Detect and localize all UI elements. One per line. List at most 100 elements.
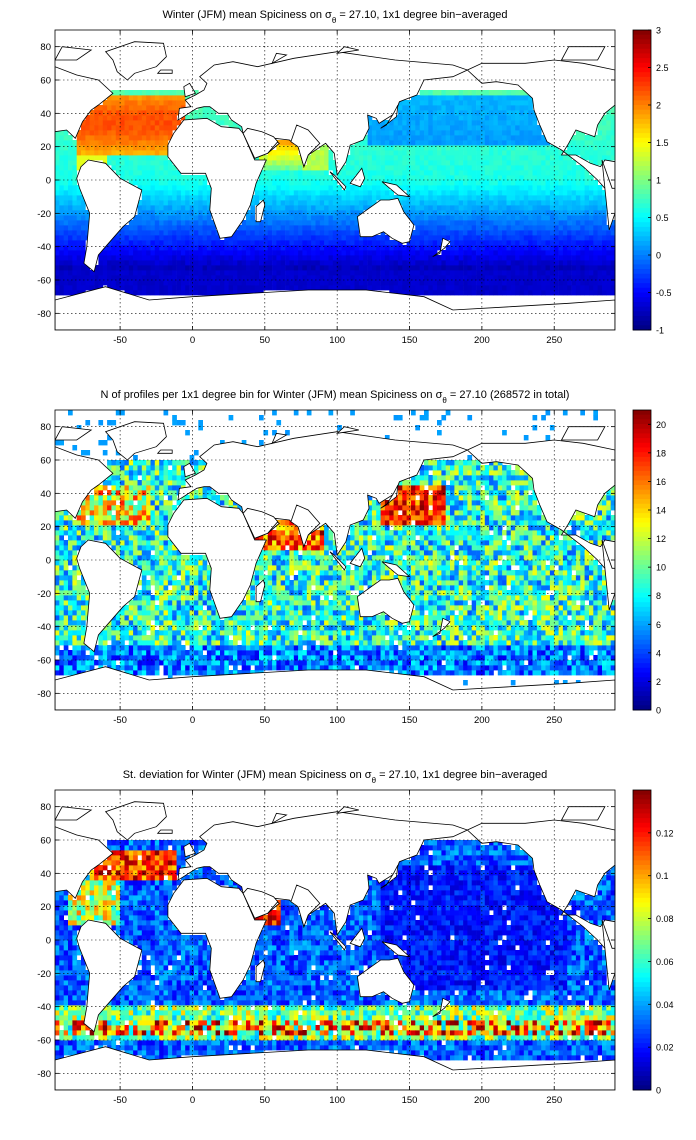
- heatmap-cell: [419, 290, 425, 296]
- heatmap-cell: [85, 660, 91, 666]
- heatmap-cell: [120, 655, 125, 661]
- heatmap-cell: [428, 165, 433, 171]
- heatmap-cell: [350, 185, 355, 191]
- land-mass: [560, 46, 606, 61]
- heatmap-cell: [428, 250, 433, 256]
- heatmap-cell: [85, 495, 91, 501]
- heatmap-cell: [528, 235, 533, 241]
- heatmap-cell: [189, 215, 195, 221]
- heatmap-cell: [98, 660, 104, 666]
- heatmap-cell: [115, 140, 121, 146]
- heatmap-cell: [376, 180, 381, 186]
- heatmap-cell: [198, 230, 203, 236]
- heatmap-cell: [146, 120, 151, 126]
- heatmap-cell: [597, 130, 603, 136]
- heatmap-cell: [224, 275, 229, 281]
- heatmap-cell: [406, 150, 412, 156]
- heatmap-cell: [120, 260, 125, 266]
- heatmap-cell: [597, 125, 603, 131]
- heatmap-cell: [280, 235, 286, 241]
- heatmap-cell: [432, 95, 438, 101]
- heatmap-cell: [250, 250, 255, 256]
- heatmap-cell: [89, 120, 95, 126]
- heatmap-cell: [411, 120, 416, 126]
- heatmap-cell: [68, 290, 73, 296]
- heatmap-cell: [115, 275, 121, 281]
- heatmap-cell: [159, 475, 164, 481]
- heatmap-cell: [154, 510, 160, 516]
- heatmap-cell: [150, 175, 156, 181]
- colorbar-swatch: [633, 34, 651, 40]
- heatmap-cell: [519, 175, 525, 181]
- heatmap-cell: [176, 200, 182, 206]
- heatmap-cell: [541, 230, 546, 236]
- heatmap-cell: [298, 210, 303, 216]
- heatmap-cell: [154, 595, 160, 601]
- heatmap-cell: [458, 195, 464, 201]
- heatmap-cell: [128, 530, 134, 536]
- heatmap-cell: [532, 210, 538, 216]
- heatmap-cell: [328, 240, 334, 246]
- heatmap-cell: [124, 620, 130, 626]
- heatmap-cell: [332, 190, 338, 196]
- heatmap-cell: [72, 270, 78, 276]
- heatmap-cell: [59, 510, 64, 516]
- heatmap-cell: [558, 255, 564, 261]
- heatmap-cell: [302, 285, 308, 291]
- heatmap-cell: [63, 235, 69, 241]
- heatmap-cell: [220, 120, 225, 126]
- heatmap-cell: [276, 190, 282, 196]
- heatmap-cell: [120, 265, 125, 271]
- heatmap-cell: [154, 620, 160, 626]
- heatmap-cell: [115, 630, 121, 636]
- heatmap-cell: [376, 185, 381, 191]
- heatmap-cell: [76, 620, 82, 626]
- heatmap-cell: [445, 270, 451, 276]
- heatmap-cell: [567, 175, 572, 181]
- heatmap-cell: [159, 265, 164, 271]
- heatmap-cell: [454, 145, 460, 151]
- heatmap-cell: [306, 210, 312, 216]
- heatmap-cell: [198, 270, 203, 276]
- heatmap-cell: [68, 190, 73, 196]
- heatmap-cell: [159, 600, 164, 606]
- heatmap-cell: [120, 165, 125, 171]
- heatmap-cell: [454, 265, 460, 271]
- heatmap-cell: [141, 560, 147, 566]
- heatmap-cell: [584, 225, 590, 231]
- heatmap-cell: [489, 155, 494, 161]
- heatmap-cell: [315, 205, 321, 211]
- heatmap-cell: [102, 645, 108, 651]
- heatmap-cell: [493, 170, 499, 176]
- heatmap-cell: [115, 550, 121, 556]
- heatmap-cell: [602, 280, 607, 286]
- heatmap-cell: [263, 205, 269, 211]
- heatmap-cell: [55, 620, 60, 626]
- heatmap-cell: [81, 540, 86, 546]
- heatmap-cell: [59, 290, 64, 296]
- heatmap-cell: [150, 205, 156, 211]
- heatmap-cell: [81, 580, 86, 586]
- heatmap-cell: [467, 180, 473, 186]
- heatmap-cell: [419, 130, 425, 136]
- heatmap-cell: [402, 105, 407, 111]
- land-mass: [432, 237, 451, 258]
- heatmap-cell: [120, 475, 125, 481]
- heatmap-cell: [515, 160, 520, 166]
- heatmap-cell: [610, 285, 616, 291]
- heatmap-cell: [367, 160, 373, 166]
- heatmap-cell: [554, 230, 559, 236]
- heatmap-cell: [441, 205, 447, 211]
- heatmap-cell: [463, 125, 468, 131]
- heatmap-cell: [55, 175, 60, 181]
- heatmap-cell: [298, 255, 303, 261]
- heatmap-cell: [128, 505, 134, 511]
- heatmap-cell: [497, 230, 503, 236]
- heatmap-cell: [63, 665, 69, 671]
- heatmap-cell: [276, 270, 282, 276]
- heatmap-cell: [575, 145, 581, 151]
- heatmap-cell: [450, 250, 455, 256]
- heatmap-cell: [315, 190, 321, 196]
- heatmap-cell: [228, 235, 234, 241]
- heatmap-cell: [180, 235, 186, 241]
